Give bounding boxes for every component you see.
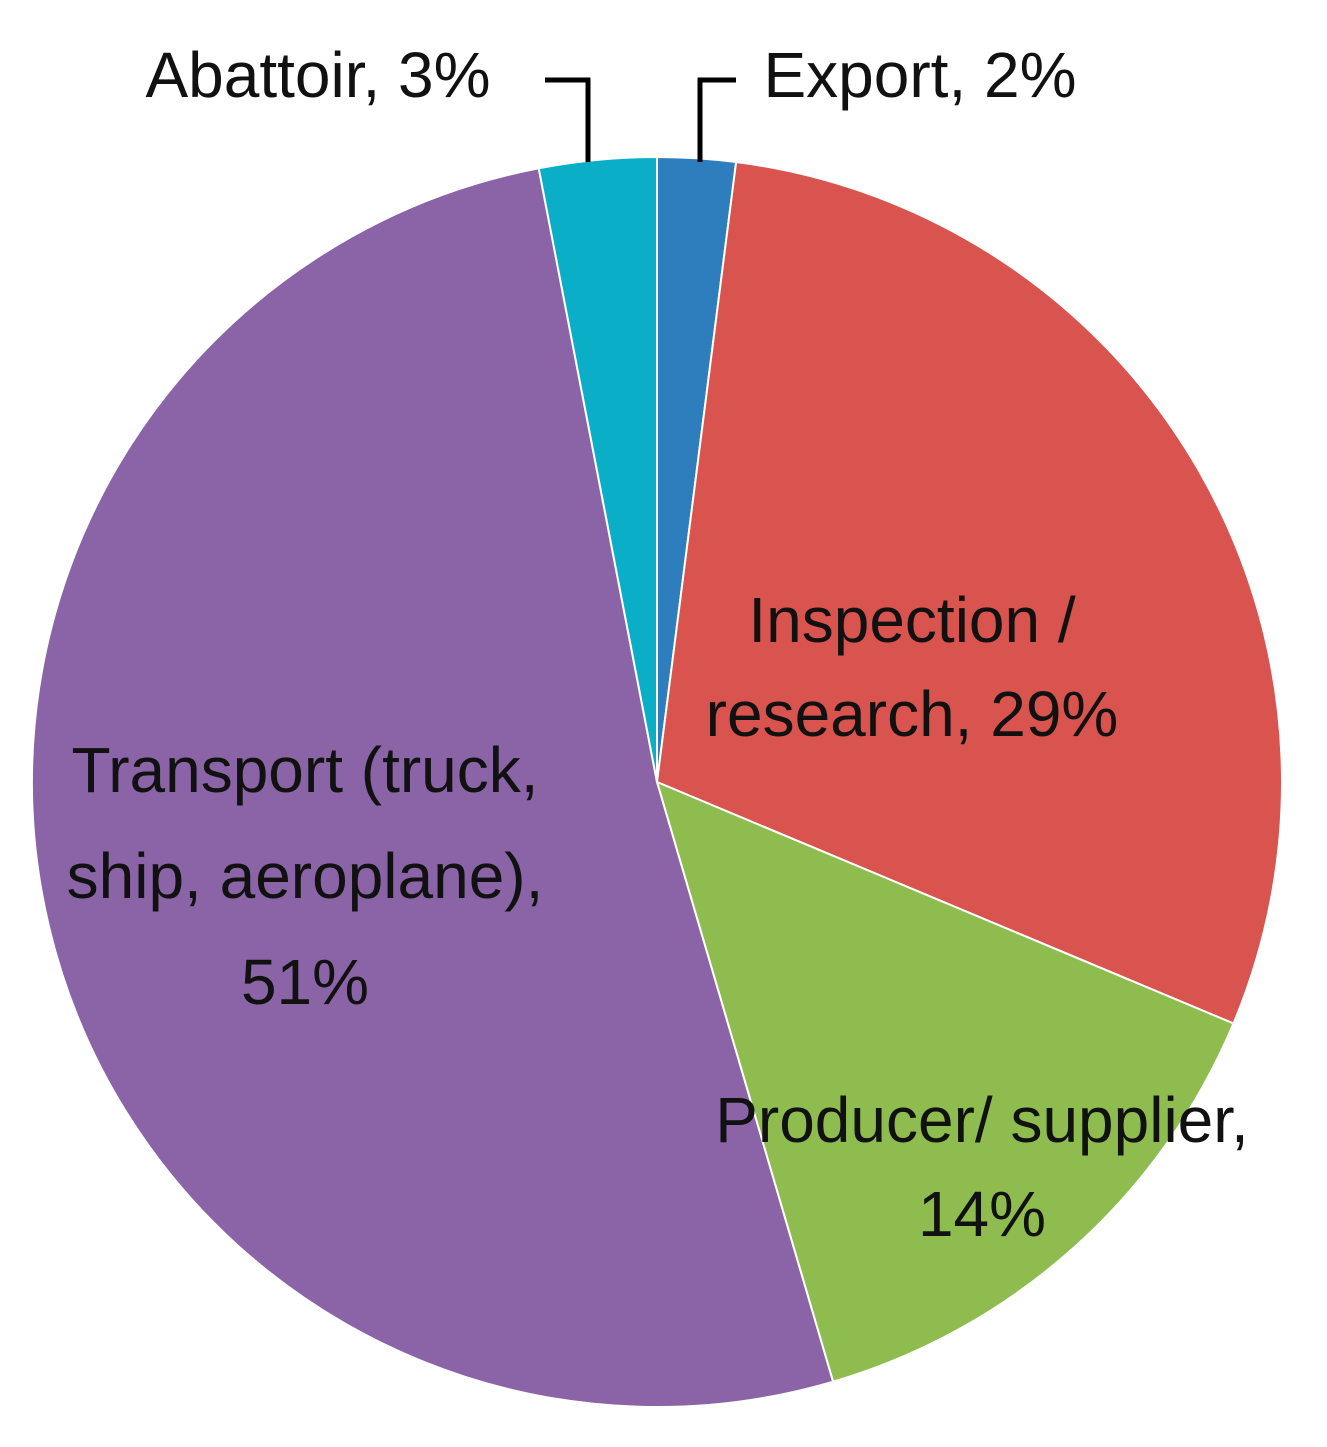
- slice-label-line: Inspection /: [748, 584, 1076, 656]
- slice-label: Producer/ supplier, 14%: [715, 1084, 1249, 1250]
- pie-slice-abattoir: [537, 155, 658, 783]
- pie-slice-transport-truck-ship-aeroplane: [31, 167, 835, 1408]
- slice-label: Abattoir, 3%: [145, 39, 490, 111]
- slice-labels: Export, 2% Inspection / research, 29% Produ…: [67, 39, 1249, 1250]
- slice-label: Transport (truck, ship, aeroplane), 51%: [67, 734, 544, 1018]
- slice-label-line: Transport (truck,: [71, 734, 538, 806]
- slice-label-line: research, 29%: [706, 678, 1119, 750]
- pie-slice-producer-supplier: [655, 780, 1235, 1383]
- slice-label-line: 14%: [918, 1178, 1046, 1250]
- leader-lines: [545, 77, 736, 162]
- slice-label-line: Abattoir, 3%: [145, 39, 490, 111]
- slice-label-line: 51%: [241, 946, 369, 1018]
- pie-slices: [31, 155, 1283, 1408]
- pie-slice-inspection-research: [655, 160, 1283, 1025]
- slice-label-line: Export, 2%: [763, 39, 1076, 111]
- slice-label: Export, 2%: [763, 39, 1076, 111]
- leader-line: [545, 77, 591, 162]
- slice-label-line: Producer/ supplier,: [715, 1084, 1249, 1156]
- slice-label: Inspection / research, 29%: [706, 584, 1119, 750]
- slice-label-line: ship, aeroplane),: [67, 840, 544, 912]
- leader-line: [697, 77, 736, 162]
